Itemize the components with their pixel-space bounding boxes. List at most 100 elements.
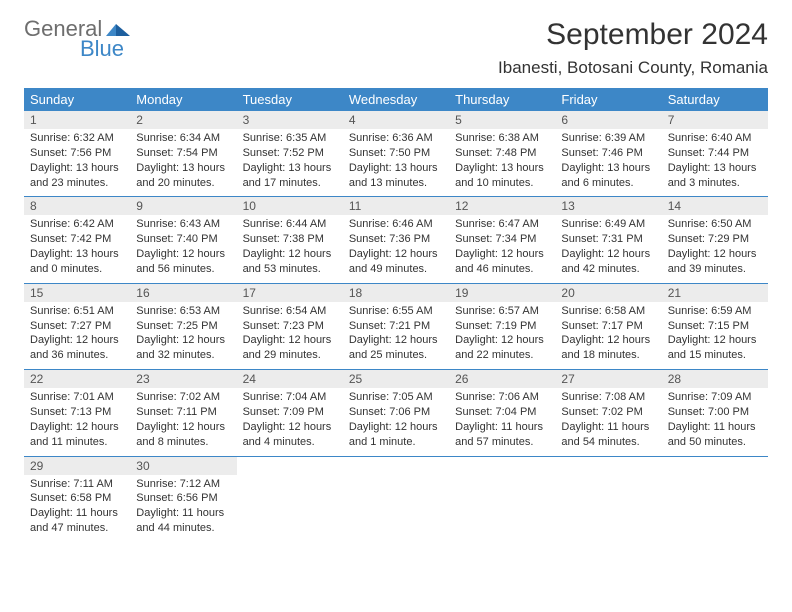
calendar-week-row: 22Sunrise: 7:01 AMSunset: 7:13 PMDayligh… xyxy=(24,370,768,456)
detail-line: and 36 minutes. xyxy=(30,348,124,363)
detail-line: Daylight: 12 hours xyxy=(668,333,762,348)
weekday-header: Sunday xyxy=(24,88,130,111)
detail-line: Sunset: 7:19 PM xyxy=(455,319,549,334)
detail-line: Sunrise: 7:12 AM xyxy=(136,477,230,492)
detail-line: Daylight: 12 hours xyxy=(349,420,443,435)
detail-line: Sunset: 7:25 PM xyxy=(136,319,230,334)
calendar-week-row: 15Sunrise: 6:51 AMSunset: 7:27 PMDayligh… xyxy=(24,283,768,369)
detail-line: Sunrise: 6:40 AM xyxy=(668,131,762,146)
day-number: 8 xyxy=(24,197,130,215)
detail-line: Sunrise: 7:11 AM xyxy=(30,477,124,492)
detail-line: Sunrise: 7:05 AM xyxy=(349,390,443,405)
detail-line: Sunset: 7:15 PM xyxy=(668,319,762,334)
detail-line: Sunset: 7:52 PM xyxy=(243,146,337,161)
calendar-cell: 28Sunrise: 7:09 AMSunset: 7:00 PMDayligh… xyxy=(662,370,768,456)
day-details: Sunrise: 6:51 AMSunset: 7:27 PMDaylight:… xyxy=(24,302,130,369)
detail-line: and 13 minutes. xyxy=(349,176,443,191)
detail-line: Sunset: 6:58 PM xyxy=(30,491,124,506)
detail-line: and 11 minutes. xyxy=(30,435,124,450)
calendar-cell: 19Sunrise: 6:57 AMSunset: 7:19 PMDayligh… xyxy=(449,283,555,369)
detail-line: Daylight: 13 hours xyxy=(30,247,124,262)
day-number: 15 xyxy=(24,284,130,302)
calendar-table: Sunday Monday Tuesday Wednesday Thursday… xyxy=(24,88,768,542)
detail-line: and 18 minutes. xyxy=(561,348,655,363)
day-number: 4 xyxy=(343,111,449,129)
day-details: Sunrise: 6:54 AMSunset: 7:23 PMDaylight:… xyxy=(237,302,343,369)
day-number: 2 xyxy=(130,111,236,129)
day-details: Sunrise: 6:35 AMSunset: 7:52 PMDaylight:… xyxy=(237,129,343,196)
detail-line: Daylight: 11 hours xyxy=(455,420,549,435)
day-details: Sunrise: 6:46 AMSunset: 7:36 PMDaylight:… xyxy=(343,215,449,282)
detail-line: Daylight: 13 hours xyxy=(455,161,549,176)
day-details: Sunrise: 7:02 AMSunset: 7:11 PMDaylight:… xyxy=(130,388,236,455)
detail-line: Daylight: 12 hours xyxy=(455,333,549,348)
calendar-cell: 18Sunrise: 6:55 AMSunset: 7:21 PMDayligh… xyxy=(343,283,449,369)
weekday-header: Saturday xyxy=(662,88,768,111)
day-number: 11 xyxy=(343,197,449,215)
detail-line: and 56 minutes. xyxy=(136,262,230,277)
detail-line: Sunset: 7:48 PM xyxy=(455,146,549,161)
detail-line: Daylight: 11 hours xyxy=(136,506,230,521)
calendar-cell: 23Sunrise: 7:02 AMSunset: 7:11 PMDayligh… xyxy=(130,370,236,456)
day-number: 25 xyxy=(343,370,449,388)
detail-line: Sunset: 7:04 PM xyxy=(455,405,549,420)
detail-line: Daylight: 12 hours xyxy=(30,333,124,348)
detail-line: and 47 minutes. xyxy=(30,521,124,536)
detail-line: Daylight: 11 hours xyxy=(30,506,124,521)
detail-line: Sunset: 7:38 PM xyxy=(243,232,337,247)
detail-line: and 0 minutes. xyxy=(30,262,124,277)
detail-line: Sunrise: 6:46 AM xyxy=(349,217,443,232)
detail-line: Daylight: 13 hours xyxy=(243,161,337,176)
detail-line: Sunset: 7:17 PM xyxy=(561,319,655,334)
detail-line: Sunset: 7:56 PM xyxy=(30,146,124,161)
detail-line: and 10 minutes. xyxy=(455,176,549,191)
detail-line: Daylight: 13 hours xyxy=(30,161,124,176)
weekday-header: Monday xyxy=(130,88,236,111)
detail-line: Sunset: 7:44 PM xyxy=(668,146,762,161)
logo: General Blue xyxy=(24,18,132,60)
detail-line: and 4 minutes. xyxy=(243,435,337,450)
detail-line: Daylight: 12 hours xyxy=(561,333,655,348)
detail-line: Sunset: 7:29 PM xyxy=(668,232,762,247)
calendar-cell: 25Sunrise: 7:05 AMSunset: 7:06 PMDayligh… xyxy=(343,370,449,456)
day-details: Sunrise: 6:40 AMSunset: 7:44 PMDaylight:… xyxy=(662,129,768,196)
detail-line: Sunrise: 6:49 AM xyxy=(561,217,655,232)
day-details: Sunrise: 6:57 AMSunset: 7:19 PMDaylight:… xyxy=(449,302,555,369)
day-details: Sunrise: 7:09 AMSunset: 7:00 PMDaylight:… xyxy=(662,388,768,455)
detail-line: and 8 minutes. xyxy=(136,435,230,450)
detail-line: Sunset: 7:11 PM xyxy=(136,405,230,420)
calendar-cell xyxy=(449,456,555,542)
day-details: Sunrise: 6:58 AMSunset: 7:17 PMDaylight:… xyxy=(555,302,661,369)
detail-line: Sunrise: 7:09 AM xyxy=(668,390,762,405)
day-number: 9 xyxy=(130,197,236,215)
calendar-cell: 7Sunrise: 6:40 AMSunset: 7:44 PMDaylight… xyxy=(662,111,768,197)
calendar-cell: 1Sunrise: 6:32 AMSunset: 7:56 PMDaylight… xyxy=(24,111,130,197)
detail-line: Sunrise: 6:44 AM xyxy=(243,217,337,232)
day-details: Sunrise: 6:59 AMSunset: 7:15 PMDaylight:… xyxy=(662,302,768,369)
day-number: 21 xyxy=(662,284,768,302)
detail-line: Daylight: 12 hours xyxy=(136,247,230,262)
calendar-cell: 17Sunrise: 6:54 AMSunset: 7:23 PMDayligh… xyxy=(237,283,343,369)
weekday-header: Friday xyxy=(555,88,661,111)
detail-line: Sunset: 7:50 PM xyxy=(349,146,443,161)
month-title: September 2024 xyxy=(498,18,768,52)
detail-line: and 3 minutes. xyxy=(668,176,762,191)
calendar-cell: 8Sunrise: 6:42 AMSunset: 7:42 PMDaylight… xyxy=(24,197,130,283)
detail-line: Sunrise: 6:35 AM xyxy=(243,131,337,146)
day-details: Sunrise: 7:04 AMSunset: 7:09 PMDaylight:… xyxy=(237,388,343,455)
calendar-cell: 11Sunrise: 6:46 AMSunset: 7:36 PMDayligh… xyxy=(343,197,449,283)
detail-line: Sunrise: 6:50 AM xyxy=(668,217,762,232)
day-details: Sunrise: 7:06 AMSunset: 7:04 PMDaylight:… xyxy=(449,388,555,455)
detail-line: Sunrise: 6:47 AM xyxy=(455,217,549,232)
detail-line: and 1 minute. xyxy=(349,435,443,450)
day-details: Sunrise: 6:32 AMSunset: 7:56 PMDaylight:… xyxy=(24,129,130,196)
detail-line: Sunrise: 7:02 AM xyxy=(136,390,230,405)
calendar-cell: 5Sunrise: 6:38 AMSunset: 7:48 PMDaylight… xyxy=(449,111,555,197)
day-number: 29 xyxy=(24,457,130,475)
detail-line: Sunrise: 6:42 AM xyxy=(30,217,124,232)
detail-line: Sunset: 7:21 PM xyxy=(349,319,443,334)
detail-line: Daylight: 12 hours xyxy=(455,247,549,262)
detail-line: and 25 minutes. xyxy=(349,348,443,363)
detail-line: and 53 minutes. xyxy=(243,262,337,277)
day-details: Sunrise: 6:50 AMSunset: 7:29 PMDaylight:… xyxy=(662,215,768,282)
